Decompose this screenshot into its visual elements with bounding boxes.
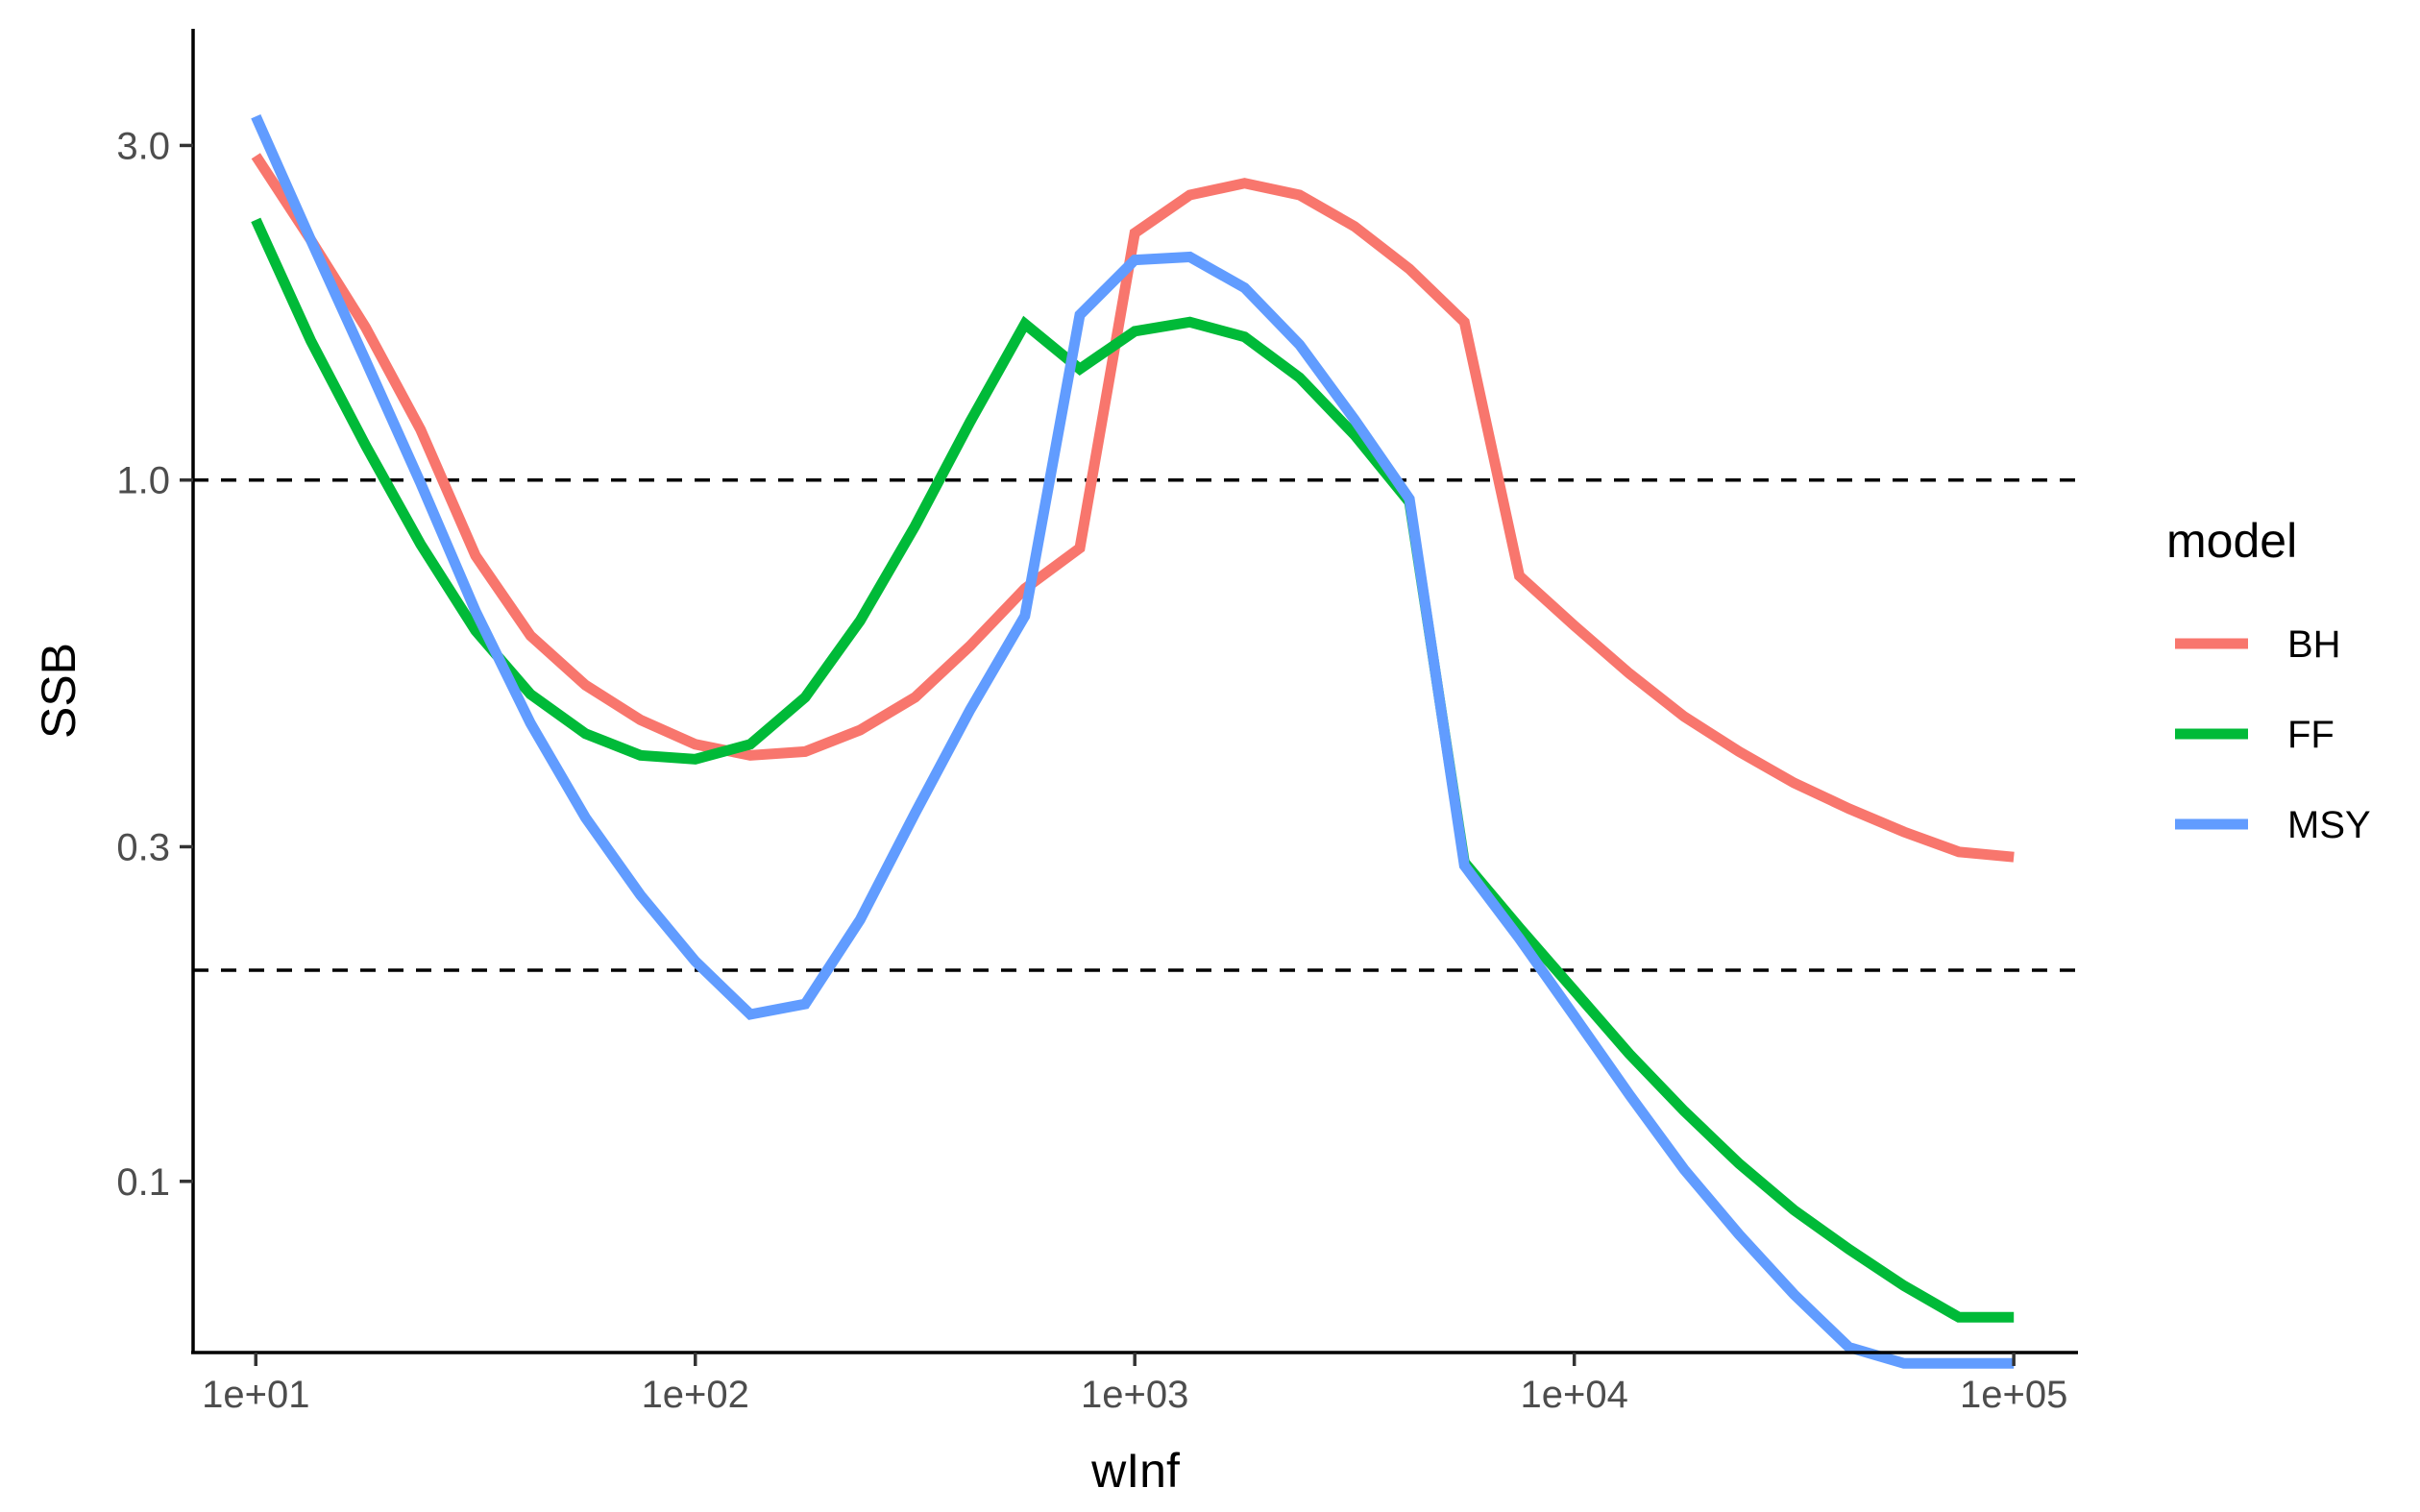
y-tick-label: 1.0 xyxy=(116,460,170,502)
y-ticks: 0.1 0.3 1.0 3.0 xyxy=(116,125,193,1204)
y-tick-label: 0.3 xyxy=(116,826,170,868)
x-tick-label: 1e+03 xyxy=(1081,1374,1188,1416)
legend-label-bh: BH xyxy=(2287,623,2341,666)
x-tick-label: 1e+05 xyxy=(1960,1374,2067,1416)
x-axis-title: wInf xyxy=(1090,1444,1180,1498)
x-tick-label: 1e+01 xyxy=(202,1374,309,1416)
x-tick-label: 1e+04 xyxy=(1521,1374,1628,1416)
legend-title: model xyxy=(2166,514,2297,568)
legend: model BH FF MSY xyxy=(2166,514,2371,846)
legend-label-msy: MSY xyxy=(2287,804,2371,846)
reference-lines xyxy=(193,477,2078,972)
y-tick-label: 3.0 xyxy=(116,125,170,167)
series-line-bh xyxy=(251,153,2015,863)
x-tick-label: 1e+02 xyxy=(642,1374,749,1416)
y-tick-label: 0.1 xyxy=(116,1161,170,1204)
x-ticks: 1e+01 1e+02 1e+03 1e+04 1e+05 xyxy=(202,1353,2067,1416)
y-axis-title: SSB xyxy=(32,643,86,739)
series-line-ff xyxy=(251,217,2015,1323)
series-lines xyxy=(251,113,2015,1369)
legend-label-ff: FF xyxy=(2287,714,2334,756)
series-line-msy xyxy=(251,113,2015,1369)
